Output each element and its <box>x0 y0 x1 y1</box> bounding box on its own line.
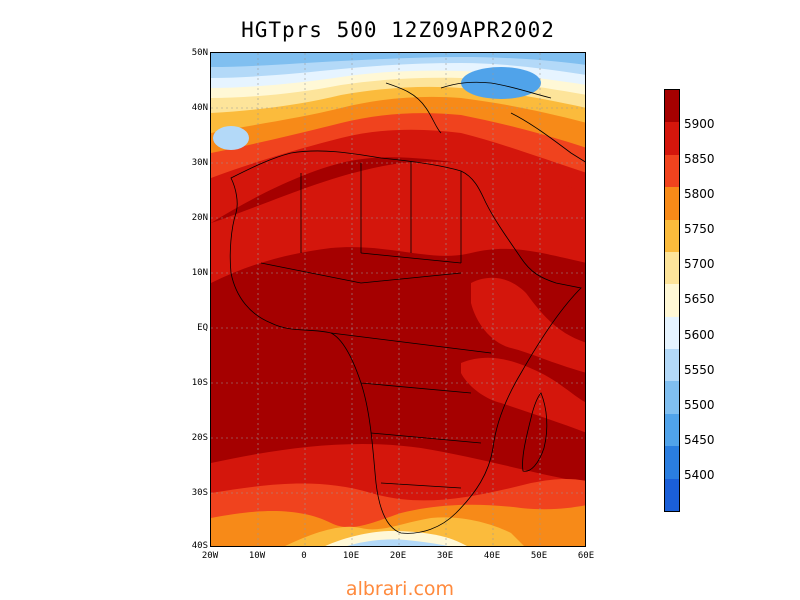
lon-label: 10W <box>248 551 266 561</box>
colorbar-label: 5650 <box>684 292 715 306</box>
colorbar-segment <box>665 122 679 156</box>
band-5600-south <box>325 531 467 546</box>
colorbar-label: 5900 <box>684 117 715 131</box>
coastlines <box>229 81 585 534</box>
lat-label: 20S <box>191 433 208 443</box>
lon-label: 20W <box>201 551 219 561</box>
map-panel <box>210 52 586 547</box>
lat-label: 30N <box>191 158 208 168</box>
colorbar-label: 5800 <box>684 187 715 201</box>
colorbar-segment <box>665 219 679 253</box>
lat-label: 10N <box>191 268 208 278</box>
lat-label: 40S <box>191 541 208 551</box>
colorbar-segment <box>665 316 679 350</box>
colorbar-label: 5850 <box>684 152 715 166</box>
colorbar-label: 5400 <box>684 468 715 482</box>
colorbar-label: 5750 <box>684 222 715 236</box>
low-north-west <box>213 126 249 150</box>
colorbar-segment <box>665 154 679 188</box>
colorbar-label: 5550 <box>684 363 715 377</box>
map-title: HGTprs 500 12Z09APR2002 <box>241 18 555 42</box>
colorbar-segment <box>665 187 679 221</box>
lat-label: 50N <box>191 48 208 58</box>
colorbar-label: 5600 <box>684 328 715 342</box>
colorbar <box>664 89 680 512</box>
lat-label: 30S <box>191 488 208 498</box>
band-5850-east <box>471 277 585 373</box>
lat-label: 10S <box>191 378 208 388</box>
watermark-text: albrari.com <box>345 578 455 600</box>
colorbar-segment <box>665 284 679 318</box>
lon-label: 0 <box>301 551 307 561</box>
band-5850-sahara <box>211 161 585 283</box>
colorbar-label: 5700 <box>684 257 715 271</box>
colorbar-label: 5500 <box>684 398 715 412</box>
lat-label: 20N <box>191 213 208 223</box>
low-north-east <box>461 67 541 99</box>
lon-label: 20E <box>389 551 407 561</box>
colorbar-segment <box>665 478 679 512</box>
band-5450-north <box>211 53 585 67</box>
lon-label: 30E <box>436 551 454 561</box>
lat-label: EQ <box>197 323 208 333</box>
lon-label: 40E <box>483 551 501 561</box>
colorbar-segment <box>665 381 679 415</box>
colorbar-segment <box>665 349 679 382</box>
lat-label: 40N <box>191 103 208 113</box>
band-5500-south <box>347 539 448 546</box>
lon-label: 10E <box>342 551 360 561</box>
colorbar-segment <box>665 413 679 447</box>
band-5850-horn <box>461 357 585 433</box>
lon-label: 50E <box>530 551 548 561</box>
colorbar-segment <box>665 90 679 123</box>
colorbar-label: 5450 <box>684 433 715 447</box>
colorbar-segment <box>665 446 679 480</box>
colorbar-segment <box>665 251 679 285</box>
geopotential-map <box>211 53 585 546</box>
lon-label: 60E <box>577 551 595 561</box>
